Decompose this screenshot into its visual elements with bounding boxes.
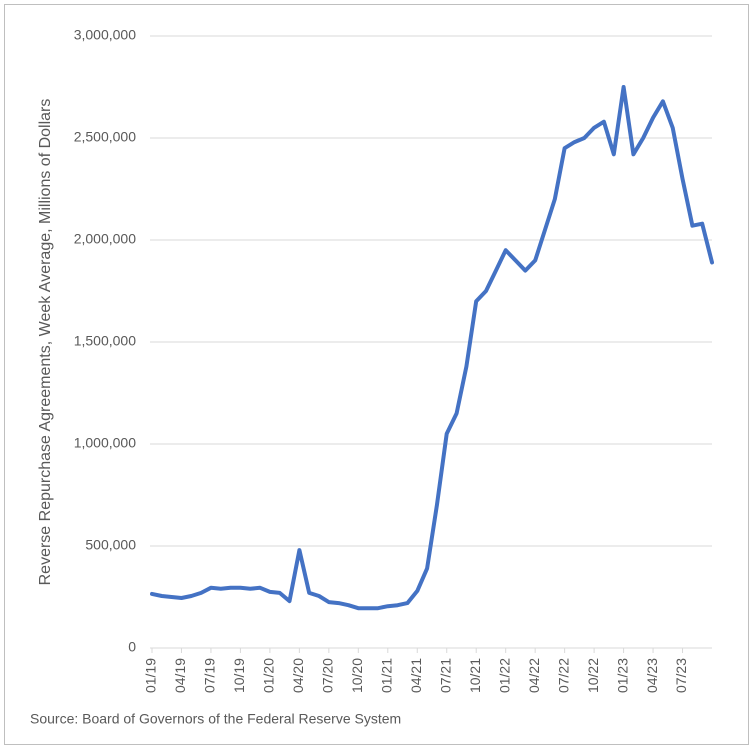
source-note: Source: Board of Governors of the Federa… xyxy=(30,711,401,727)
y-tick-label: 2,000,000 xyxy=(74,231,136,247)
data-line xyxy=(150,85,714,611)
y-tick-label: 1,000,000 xyxy=(74,435,136,451)
x-tick-label: 04/21 xyxy=(408,658,424,693)
y-axis-title: Reverse Repurchase Agreements, Week Aver… xyxy=(37,99,54,586)
x-tick-label: 10/22 xyxy=(585,658,601,693)
x-tick-label: 04/20 xyxy=(290,658,306,693)
y-tick-label: 2,500,000 xyxy=(74,129,136,145)
y-tick-label: 500,000 xyxy=(85,537,136,553)
x-tick-label: 10/21 xyxy=(467,658,483,693)
y-tick-label: 1,500,000 xyxy=(74,333,136,349)
y-tick-label: 3,000,000 xyxy=(74,27,136,43)
x-tick-label: 07/22 xyxy=(555,658,571,693)
x-tick-label: 10/19 xyxy=(231,658,247,693)
x-tick-label: 07/19 xyxy=(202,658,218,693)
x-tick-label: 07/23 xyxy=(673,658,689,693)
x-tick-label: 04/19 xyxy=(172,658,188,693)
x-tick-label: 01/22 xyxy=(496,658,512,693)
y-tick-label: 0 xyxy=(128,639,136,655)
x-tick-label: 04/22 xyxy=(526,658,542,693)
x-tick-label: 01/20 xyxy=(261,658,277,693)
x-tick-label: 01/19 xyxy=(143,658,159,693)
x-tick-label: 07/20 xyxy=(320,658,336,693)
x-tick-label: 04/23 xyxy=(644,658,660,693)
x-tick-label: 10/20 xyxy=(349,658,365,693)
x-tick-label: 01/21 xyxy=(378,658,394,693)
x-tick-label: 01/23 xyxy=(614,658,630,693)
chart-border xyxy=(4,4,749,745)
x-tick-label: 07/21 xyxy=(437,658,453,693)
